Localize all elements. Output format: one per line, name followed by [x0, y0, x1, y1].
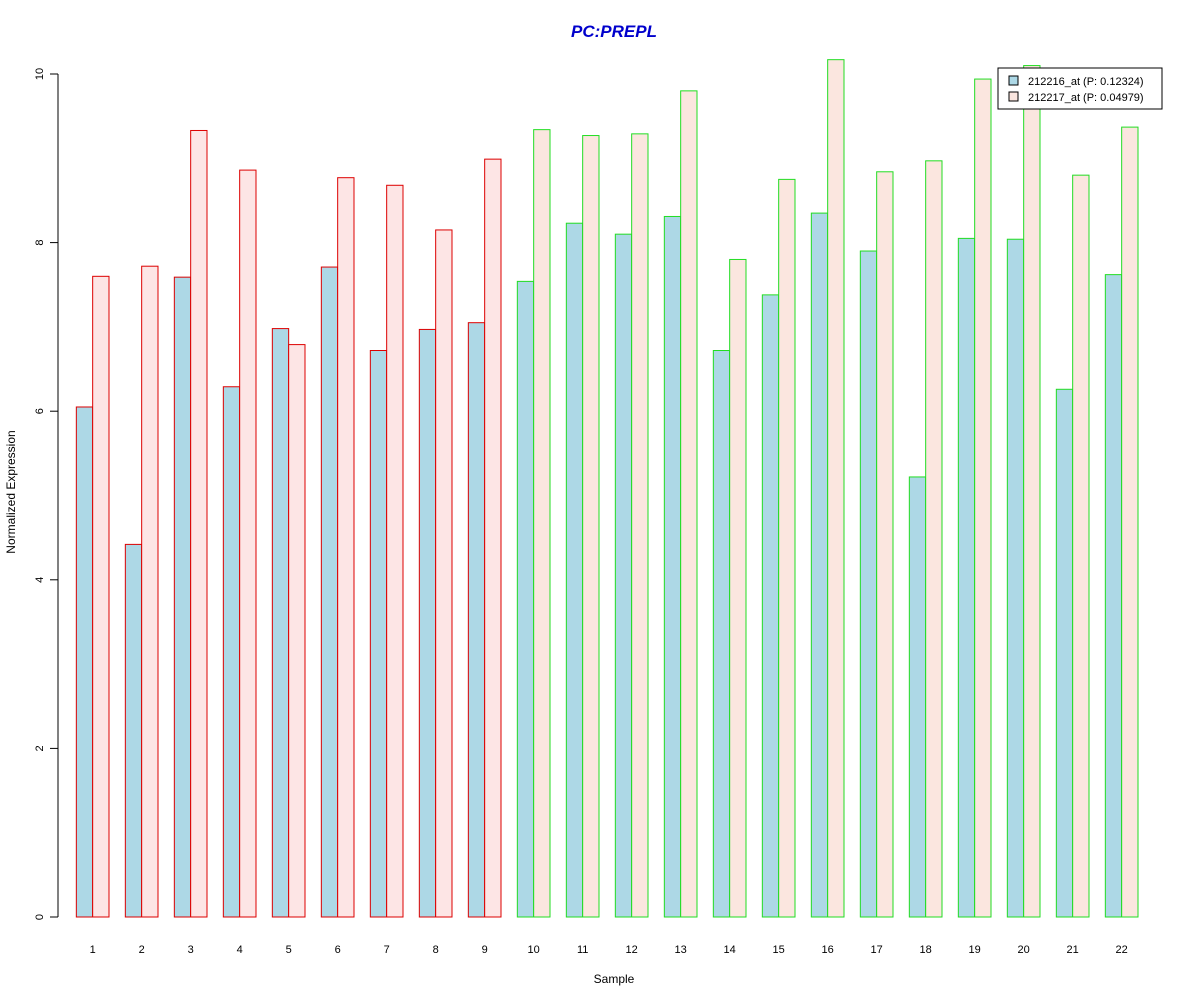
bar-212216-at-sample-12 [614, 233, 633, 918]
legend-box [997, 67, 1163, 110]
y-tick-label: 8 [34, 240, 46, 246]
legend-label-212217-at: 212217_at (P: 0.04979) [1028, 92, 1144, 104]
bar-212216-at-sample-7 [369, 350, 388, 918]
x-tick-label: 4 [237, 944, 243, 956]
bar-212216-at-sample-1 [75, 406, 94, 918]
bar-212217-at-sample-1 [92, 275, 110, 918]
y-tick-label: 6 [34, 408, 46, 414]
legend-label-212216-at: 212216_at (P: 0.12324) [1028, 76, 1144, 88]
bar-212216-at-sample-9 [467, 322, 486, 918]
bar-212217-at-sample-21 [1072, 174, 1090, 918]
bar-212216-at-sample-20 [1006, 238, 1025, 918]
x-tick-label: 16 [822, 944, 834, 956]
bar-212217-at-sample-17 [876, 171, 894, 918]
bar-212216-at-sample-5 [271, 328, 290, 918]
bar-212217-at-sample-16 [827, 59, 845, 918]
bar-212216-at-sample-21 [1055, 388, 1074, 918]
bar-212217-at-sample-18 [925, 160, 943, 918]
bar-212217-at-sample-11 [582, 135, 600, 918]
y-tick-label: 10 [34, 68, 46, 80]
x-tick-label: 11 [577, 944, 588, 956]
bar-212217-at-sample-3 [190, 129, 208, 918]
bar-212216-at-sample-11 [565, 222, 584, 918]
x-tick-labels: 1 2 3 4 5 6 7 8 9 10 11 12 13 14 15 16 17 18 19 20 21 22 [90, 944, 1128, 956]
x-tick-label: 6 [335, 944, 341, 956]
x-tick-label: 1 [90, 944, 96, 956]
bar-212216-at-sample-6 [320, 266, 339, 918]
x-tick-label: 17 [871, 944, 883, 956]
x-tick-label: 3 [188, 944, 194, 956]
x-tick-label: 22 [1116, 944, 1128, 956]
x-tick-label: 18 [920, 944, 932, 956]
bar-212216-at-sample-22 [1104, 274, 1123, 918]
bar-212216-at-sample-19 [957, 237, 976, 918]
bar-212216-at-sample-16 [810, 212, 829, 918]
y-axis: 0 2 4 6 8 10 [34, 68, 59, 920]
bar-212217-at-sample-15 [778, 178, 796, 918]
bar-212216-at-sample-15 [761, 294, 780, 918]
legend-swatch-212216-at [1008, 75, 1019, 86]
y-tick-label: 4 [34, 577, 46, 583]
x-tick-label: 7 [384, 944, 390, 956]
x-axis-label: Sample [594, 972, 635, 986]
x-tick-label: 8 [433, 944, 439, 956]
bar-212216-at-sample-2 [124, 543, 143, 918]
x-tick-label: 19 [969, 944, 981, 956]
x-tick-label: 15 [773, 944, 785, 956]
bar-212217-at-sample-8 [435, 229, 453, 918]
x-tick-label: 13 [675, 944, 687, 956]
bar-212217-at-sample-6 [337, 177, 355, 918]
bar-212217-at-sample-10 [533, 129, 551, 918]
bar-212217-at-sample-13 [680, 90, 698, 918]
legend-swatch-212217-at [1008, 91, 1019, 102]
x-tick-label: 14 [724, 944, 736, 956]
bar-212216-at-sample-3 [173, 276, 192, 918]
bar-212216-at-sample-18 [908, 476, 927, 918]
bar-212217-at-sample-12 [631, 133, 649, 918]
bar-212217-at-sample-19 [974, 78, 992, 918]
x-tick-label: 21 [1067, 944, 1079, 956]
bar-series-group [75, 59, 1139, 918]
bar-212217-at-sample-2 [141, 265, 159, 918]
y-tick-label: 2 [34, 745, 46, 751]
chart-title: PC:PREPL [571, 22, 657, 41]
bar-212217-at-sample-20 [1023, 65, 1041, 918]
x-tick-label: 5 [286, 944, 292, 956]
legend: 212216_at (P: 0.12324) 212217_at (P: 0.0… [997, 67, 1163, 110]
bar-212217-at-sample-14 [729, 258, 747, 918]
bar-212217-at-sample-4 [239, 169, 257, 918]
x-tick-label: 10 [528, 944, 540, 956]
bar-212216-at-sample-8 [418, 328, 437, 918]
bar-212216-at-sample-17 [859, 250, 878, 918]
x-tick-label: 12 [626, 944, 638, 956]
bar-212216-at-sample-4 [222, 386, 241, 918]
bar-212216-at-sample-13 [663, 215, 682, 918]
bar-212216-at-sample-14 [712, 350, 731, 918]
bar-212217-at-sample-5 [288, 344, 306, 918]
bar-212217-at-sample-9 [484, 158, 502, 918]
x-tick-label: 20 [1018, 944, 1030, 956]
bar-212217-at-sample-7 [386, 184, 404, 918]
x-tick-label: 2 [139, 944, 145, 956]
bar-212216-at-sample-10 [516, 280, 535, 918]
y-axis-label: Normalized Expression [4, 430, 18, 553]
x-tick-label: 9 [482, 944, 488, 956]
y-tick-label: 0 [34, 914, 46, 920]
bar-212217-at-sample-22 [1121, 126, 1139, 918]
